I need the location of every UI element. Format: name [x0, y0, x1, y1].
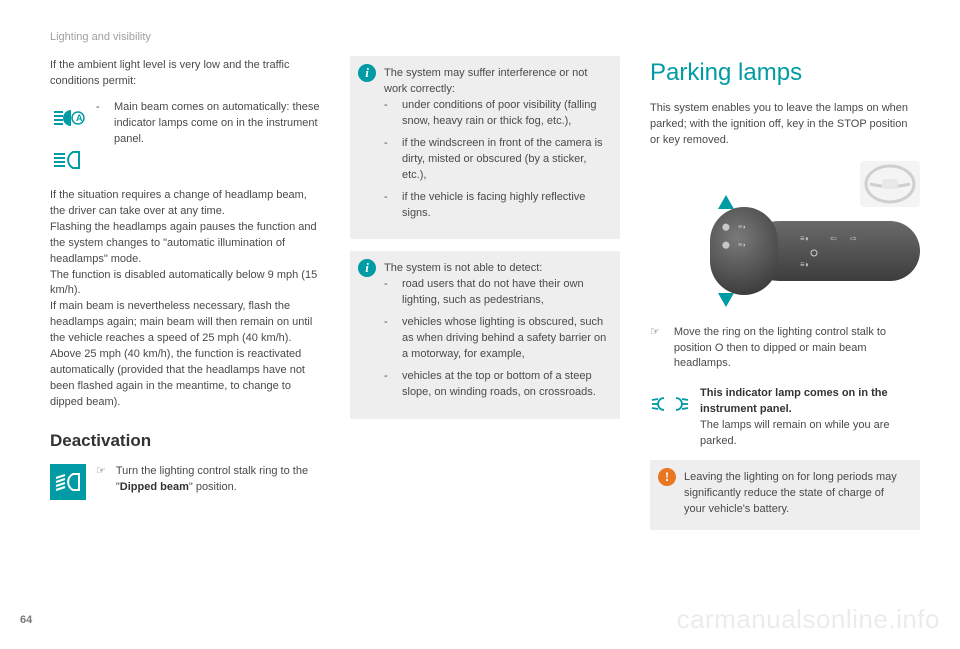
info2-intro: The system is not able to detect:	[384, 261, 608, 277]
svg-text:⬤: ⬤	[722, 223, 730, 231]
indicator-text: The lamps will remain on while you are p…	[700, 418, 920, 450]
info1-intro: The system may suffer interference or no…	[384, 66, 608, 98]
deactivation-heading: Deactivation	[50, 429, 320, 454]
info1-item: if the vehicle is facing highly reflecti…	[402, 190, 608, 222]
bullet-dash: -	[96, 100, 104, 178]
indicator-row: This indicator lamp comes on in the inst…	[650, 386, 920, 450]
dipped-beam-icon	[50, 464, 86, 500]
parking-lamp-icon	[650, 386, 690, 422]
para-disabled-below: The function is disabled automatically b…	[50, 268, 320, 300]
warning-box: ! Leaving the lighting on for long perio…	[650, 460, 920, 530]
bullet-text: Main beam comes on automatically: these …	[114, 100, 320, 178]
instruction-text: Move the ring on the lighting control st…	[674, 325, 920, 373]
deactivation-row: ☞ Turn the lighting control stalk ring t…	[50, 464, 320, 500]
deactivation-text: Turn the lighting control stalk ring to …	[116, 464, 320, 500]
para-change-beam: If the situation requires a change of he…	[50, 188, 320, 220]
page-number: 64	[20, 613, 32, 629]
main-beam-bullet: A - Mai	[50, 100, 320, 178]
breadcrumb: Lighting and visibility	[50, 30, 320, 46]
para-flash-pause: Flashing the headlamps again pauses the …	[50, 220, 320, 268]
svg-text:≡◗: ≡◗	[800, 260, 810, 269]
svg-text:≡◗: ≡◗	[800, 234, 810, 243]
stalk-illustration: ⬤ ≡◗ ⬤ ≡◗ ≡◗ ⇦ ⇨ ≡◗	[650, 161, 920, 311]
auto-high-beam-icon: A	[50, 100, 86, 136]
column-right: Parking lamps This system enables you to…	[650, 30, 920, 542]
intro-text: If the ambient light level is very low a…	[50, 58, 320, 90]
info2-item: road users that do not have their own li…	[402, 277, 608, 309]
svg-text:≡◗: ≡◗	[738, 224, 746, 231]
pointer-icon: ☞	[650, 325, 660, 373]
pointer-icon: ☞	[96, 464, 106, 500]
info-box-detect: i The system is not able to detect: -roa…	[350, 251, 620, 419]
info-icon: i	[358, 259, 376, 277]
svg-text:≡◗: ≡◗	[738, 242, 746, 249]
column-middle: i The system may suffer interference or …	[350, 30, 620, 542]
info-icon: i	[358, 64, 376, 82]
info1-item: if the windscreen in front of the camera…	[402, 136, 608, 184]
para-reactivated: Above 25 mph (40 km/h), the function is …	[50, 347, 320, 411]
parking-intro: This system enables you to leave the lam…	[650, 101, 920, 149]
info2-item: vehicles whose lighting is obscured, suc…	[402, 315, 608, 363]
info-box-interference: i The system may suffer interference or …	[350, 56, 620, 239]
info2-item: vehicles at the top or bottom of a steep…	[402, 369, 608, 401]
parking-lamps-heading: Parking lamps	[650, 56, 920, 91]
svg-text:⇦: ⇦	[830, 234, 837, 243]
svg-text:⇨: ⇨	[850, 234, 857, 243]
column-left: Lighting and visibility If the ambient l…	[50, 30, 320, 542]
info1-item: under conditions of poor visibility (fal…	[402, 98, 608, 130]
watermark: carmanualsonline.info	[677, 601, 940, 639]
move-ring-instruction: ☞ Move the ring on the lighting control …	[650, 325, 920, 373]
indicator-bold: This indicator lamp comes on in the inst…	[700, 386, 920, 418]
svg-text:⬤: ⬤	[722, 241, 730, 249]
para-flash-again: If main beam is nevertheless necessary, …	[50, 299, 320, 347]
warning-icon: !	[658, 468, 676, 486]
warning-text: Leaving the lighting on for long periods…	[684, 470, 908, 518]
high-beam-icon	[50, 142, 86, 178]
